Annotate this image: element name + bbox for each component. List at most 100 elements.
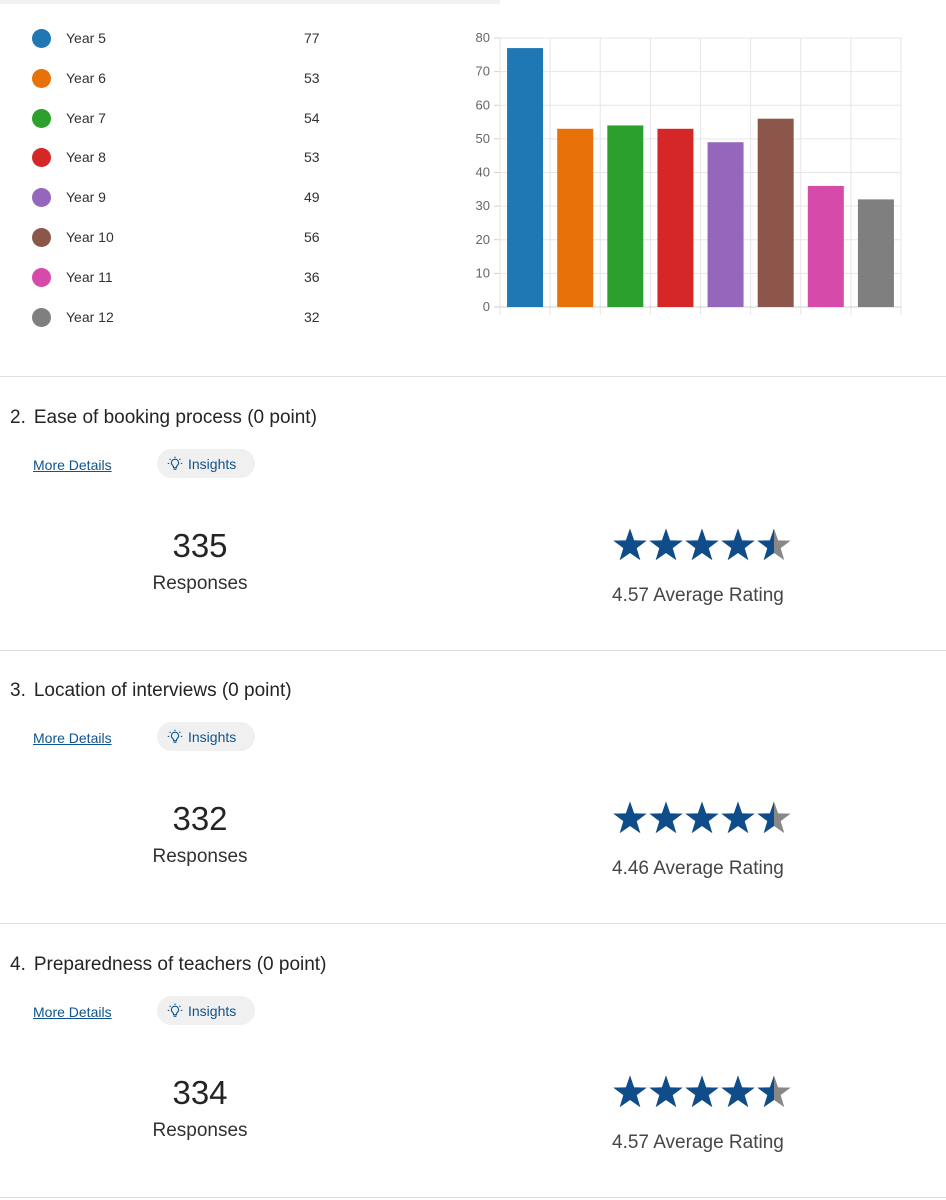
question-title: 4. Preparedness of teachers (0 point) — [10, 954, 326, 976]
legend-item: Year 10 56 — [32, 225, 332, 265]
legend-item: Year 9 49 — [32, 185, 332, 225]
bar-year-8[interactable] — [657, 128, 694, 307]
legend-count: 32 — [304, 308, 320, 325]
legend-item: Year 5 77 — [32, 26, 332, 66]
legend-color-dot — [32, 267, 51, 287]
legend-count: 53 — [304, 149, 320, 166]
section-divider — [0, 923, 946, 924]
responses-label: Responses — [152, 846, 248, 867]
response-count: 335 — [172, 527, 228, 564]
bar-year-12[interactable] — [857, 199, 894, 307]
question-text: Ease of booking process (0 point) — [33, 407, 317, 428]
responses-label: Responses — [152, 573, 248, 594]
average-rating-label: 4.57 Average Rating — [612, 585, 784, 606]
legend-count: 56 — [304, 228, 320, 245]
average-rating-label: 4.46 Average Rating — [612, 858, 784, 879]
top-strip — [0, 0, 500, 4]
insights-button[interactable]: Insights — [157, 996, 255, 1025]
star-fill-icon — [757, 801, 774, 834]
legend-color-dot — [32, 108, 51, 128]
question-title: 3. Location of interviews (0 point) — [10, 680, 292, 702]
insights-button[interactable]: Insights — [157, 722, 255, 751]
bar-chart: 0 10 20 30 40 50 60 70 80 — [476, 30, 902, 315]
legend-item: Year 6 53 — [32, 66, 332, 106]
legend-count: 53 — [304, 69, 320, 86]
star-fill-icon — [649, 1075, 683, 1108]
legend-color-dot — [32, 227, 51, 247]
legend-item: Year 12 32 — [32, 305, 332, 345]
legend-item: Year 8 53 — [32, 145, 332, 185]
legend-item: Year 11 36 — [32, 265, 332, 305]
legend-color-dot — [32, 188, 51, 208]
star-fill-icon — [685, 528, 719, 561]
section-divider — [0, 1197, 946, 1198]
legend-count: 54 — [304, 109, 320, 126]
star-fill-icon — [721, 801, 755, 834]
section-divider — [0, 650, 946, 651]
legend-color-dot — [32, 29, 51, 48]
question-number: 3. — [10, 680, 26, 701]
star-fill-icon — [613, 528, 647, 561]
legend-color-dot — [32, 307, 51, 327]
more-details-link[interactable]: More Details — [33, 1004, 112, 1020]
y-tick-label: 30 — [476, 198, 490, 213]
star-fill-icon — [721, 528, 755, 561]
legend-color-dot — [32, 68, 51, 88]
star-fill-icon — [721, 1075, 755, 1108]
responses-label: Responses — [152, 1120, 248, 1141]
star-fill-icon — [613, 1075, 647, 1108]
chart-legend: Year 5 77 Year 6 53 Year 7 54 Year 8 53 … — [32, 26, 332, 344]
legend-label: Year 7 — [66, 109, 106, 126]
star-fill-icon — [757, 1075, 774, 1108]
question-number: 4. — [10, 954, 26, 975]
legend-label: Year 9 — [66, 189, 106, 206]
bar-year-10[interactable] — [757, 118, 794, 307]
star-rating — [613, 528, 791, 561]
legend-item: Year 7 54 — [32, 106, 332, 146]
y-tick-label: 80 — [476, 30, 490, 45]
y-tick-label: 20 — [476, 232, 490, 247]
legend-count: 77 — [304, 30, 320, 46]
star-fill-icon — [613, 801, 647, 834]
question-text: Preparedness of teachers (0 point) — [33, 954, 327, 975]
bar-year-11[interactable] — [807, 185, 844, 307]
insights-label: Insights — [188, 728, 237, 745]
bar-year-5[interactable] — [507, 48, 544, 308]
question-card: 3. Location of interviews (0 point) More … — [0, 650, 946, 922]
star-fill-icon — [685, 1075, 719, 1108]
more-details-link[interactable]: More Details — [33, 730, 112, 746]
legend-label: Year 11 — [66, 268, 113, 285]
bar-year-9[interactable] — [707, 142, 744, 307]
legend-count: 36 — [304, 268, 320, 285]
y-tick-label: 70 — [476, 64, 490, 79]
question-card: 2. Ease of booking process (0 point) More… — [0, 377, 946, 649]
legend-label: Year 6 — [66, 69, 106, 86]
question-text: Location of interviews (0 point) — [33, 680, 292, 701]
legend-label: Year 12 — [66, 308, 114, 325]
y-tick-label: 10 — [476, 265, 490, 280]
y-tick-label: 40 — [476, 165, 490, 180]
star-rating — [613, 801, 791, 834]
question-title: 2. Ease of booking process (0 point) — [10, 407, 317, 429]
legend-count: 49 — [304, 189, 320, 206]
section-divider — [0, 376, 946, 377]
response-count: 334 — [172, 1074, 228, 1111]
y-tick-label: 60 — [476, 97, 490, 112]
lightbulb-icon — [167, 456, 183, 472]
legend-label: Year 8 — [66, 149, 106, 166]
insights-button[interactable]: Insights — [157, 449, 255, 478]
legend-color-dot — [32, 148, 51, 168]
bar-year-7[interactable] — [607, 125, 644, 307]
star-fill-icon — [649, 528, 683, 561]
legend-label: Year 5 — [66, 30, 106, 46]
y-tick-label: 50 — [476, 131, 490, 146]
star-rating — [613, 1075, 791, 1108]
insights-label: Insights — [188, 1002, 237, 1019]
lightbulb-icon — [167, 1003, 183, 1019]
response-count: 332 — [172, 800, 228, 837]
lightbulb-icon — [167, 729, 183, 745]
more-details-link[interactable]: More Details — [33, 457, 112, 473]
bar-year-6[interactable] — [557, 128, 594, 307]
legend-label: Year 10 — [66, 228, 114, 245]
question-card: 4. Preparedness of teachers (0 point) Mor… — [0, 924, 946, 1196]
